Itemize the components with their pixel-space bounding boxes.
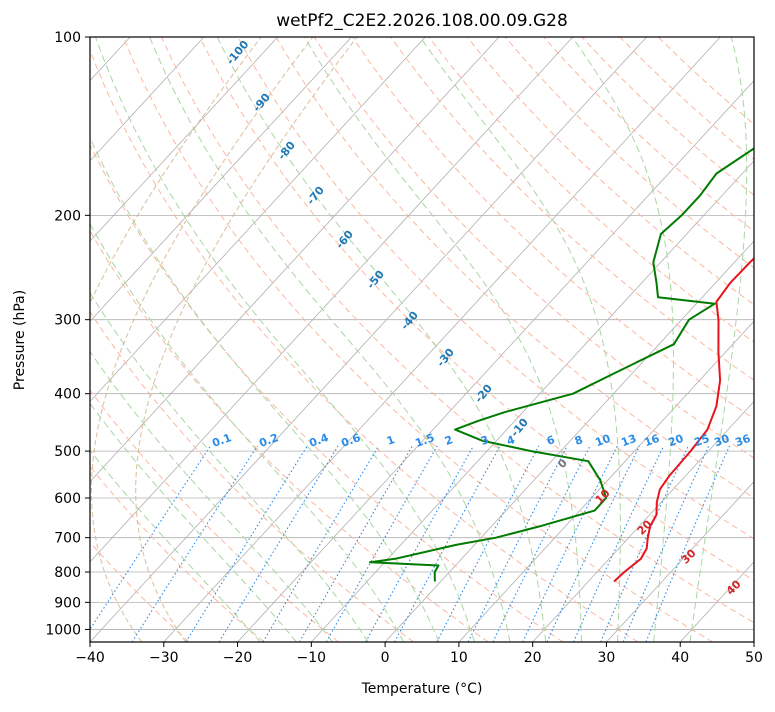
x-tick-label: 10	[450, 650, 468, 666]
y-tick-label: 1000	[45, 622, 81, 638]
x-tick-label: 50	[745, 650, 763, 666]
y-tick-label: 100	[54, 30, 81, 46]
x-tick-label: 0	[381, 650, 390, 666]
x-tick-label: 40	[671, 650, 689, 666]
x-tick-label: 20	[524, 650, 542, 666]
y-tick-label: 300	[54, 313, 81, 329]
y-tick-label: 500	[54, 444, 81, 460]
y-tick-label: 400	[54, 387, 81, 403]
y-tick-label: 900	[54, 595, 81, 611]
x-tick-label: −40	[75, 650, 105, 666]
x-tick-label: −20	[223, 650, 253, 666]
x-tick-label: 30	[598, 650, 616, 666]
x-tick-label: −30	[149, 650, 179, 666]
y-tick-label: 600	[54, 491, 81, 507]
y-tick-label: 700	[54, 531, 81, 547]
x-tick-label: −10	[297, 650, 327, 666]
chart-title: wetPf2_C2E2.2026.108.00.09.G28	[276, 11, 568, 31]
y-tick-label: 200	[54, 208, 81, 224]
x-axis-label: Temperature (°C)	[361, 681, 483, 697]
y-axis-label: Pressure (hPa)	[12, 290, 28, 390]
y-tick-label: 800	[54, 565, 81, 581]
